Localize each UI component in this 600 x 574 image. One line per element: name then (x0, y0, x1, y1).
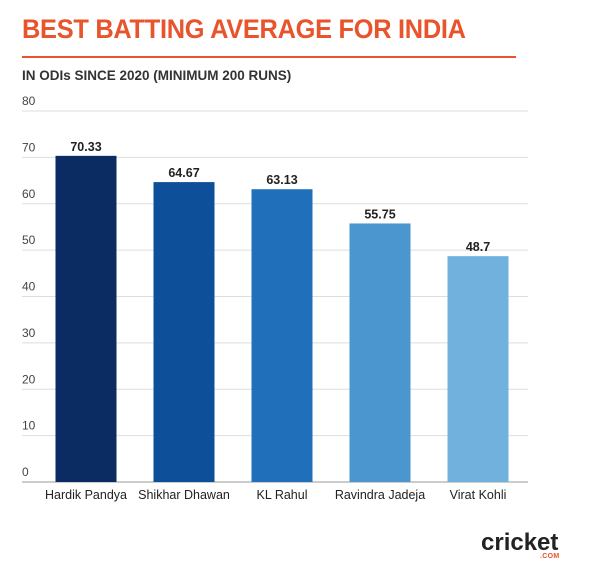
x-axis-labels: Hardik Pandya Shikhar Dhawan KL Rahul Ravin… (45, 488, 506, 502)
y-tick-label: 60 (22, 187, 36, 201)
bar-value-label: 70.33 (70, 140, 101, 154)
bar-value-label: 63.13 (266, 173, 297, 187)
title-divider (22, 56, 516, 58)
bar-value-label: 64.67 (168, 166, 199, 180)
y-axis-ticks: 0 10 20 30 40 50 60 70 80 (22, 94, 36, 479)
logo-suffix: .COM (540, 553, 560, 560)
y-tick-label: 70 (22, 140, 36, 154)
x-tick-label: Shikhar Dhawan (138, 488, 230, 502)
y-tick-label: 0 (22, 465, 29, 479)
bar (55, 155, 117, 483)
x-tick-label: Virat Kohli (450, 488, 507, 502)
bar (447, 256, 509, 482)
x-tick-label: KL Rahul (257, 488, 308, 502)
bars (55, 155, 509, 483)
bar (251, 189, 313, 482)
chart-subtitle: IN ODIs SINCE 2020 (MINIMUM 200 RUNS) (22, 68, 292, 83)
cricket-com-logo: cricket (481, 531, 558, 555)
logo-text: cricket (481, 529, 559, 556)
x-tick-label: Hardik Pandya (45, 488, 127, 502)
bar-value-label: 55.75 (364, 207, 395, 221)
y-tick-label: 10 (22, 419, 36, 433)
y-tick-label: 20 (22, 372, 36, 386)
y-tick-label: 40 (22, 280, 36, 294)
bar-value-label: 48.7 (466, 240, 490, 254)
bar (349, 223, 411, 482)
y-tick-label: 50 (22, 233, 36, 247)
y-tick-label: 30 (22, 326, 36, 340)
value-labels: 70.33 64.67 63.13 55.75 48.7 (70, 140, 490, 254)
bar (153, 182, 215, 482)
x-tick-label: Ravindra Jadeja (335, 488, 425, 502)
y-tick-label: 80 (22, 94, 36, 108)
chart-title: BEST BATTING AVERAGE FOR INDIA (22, 14, 466, 44)
